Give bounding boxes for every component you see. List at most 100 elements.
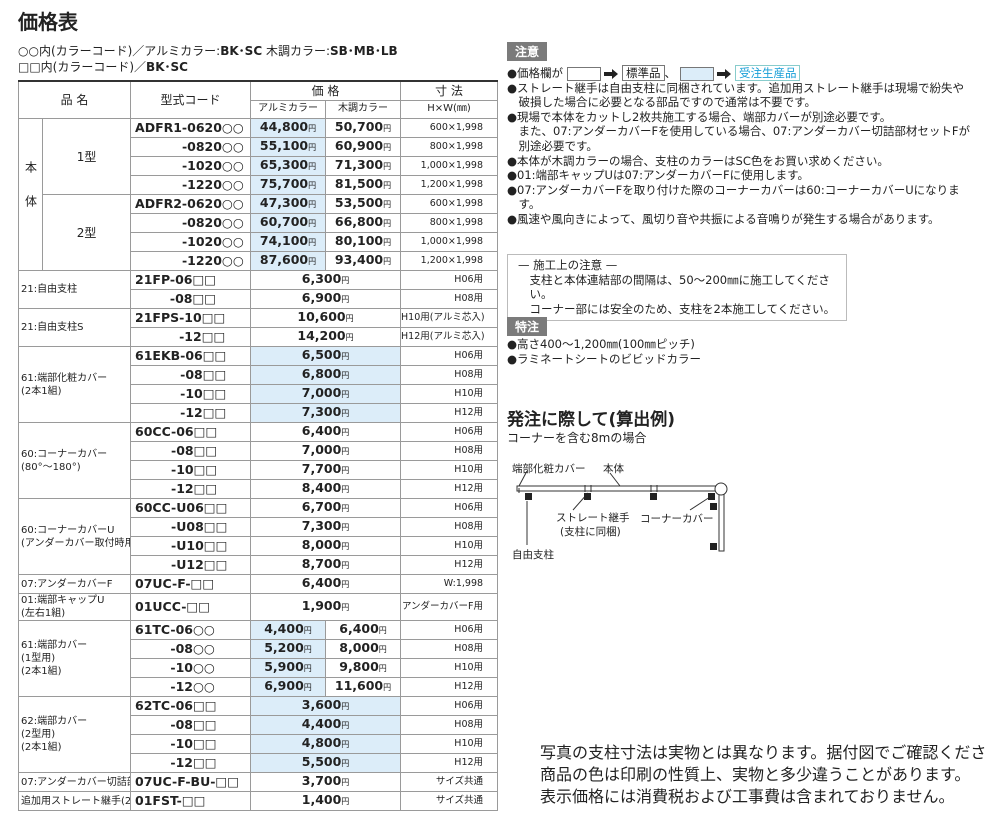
size-cell: H08用 — [400, 517, 499, 537]
size-cell: H10用 — [400, 734, 499, 754]
part-name-line: 07:アンダーカバー切詰部材セットF — [21, 776, 130, 788]
price-cell: 66,800円 — [325, 213, 402, 233]
price: 93,400円 — [334, 252, 392, 268]
size-cell: H12用 — [400, 677, 499, 697]
code-cell: -12□□ — [130, 753, 252, 773]
price: 7,300円 — [301, 518, 350, 534]
part-name-line: (80°〜180°) — [21, 461, 81, 473]
part-name: 21:自由支柱S — [17, 308, 132, 347]
price: 80,100円 — [334, 233, 392, 249]
size-cell: H06用 — [400, 270, 499, 290]
code-cell: -08□□ — [130, 441, 252, 461]
size-cell: H08用 — [400, 441, 499, 461]
part-name-line: (2本1組) — [21, 742, 62, 753]
note-item: ●現場で本体をカットし2枚共施工する場合、端部カバーが別途必要です。 — [507, 109, 892, 124]
model-code: ADFR1-0620○○ — [135, 120, 244, 135]
price: 6,500円 — [301, 347, 350, 363]
price: 5,900円 — [264, 659, 312, 675]
price-cell: 5,200円 — [250, 639, 327, 659]
price: 6,300円 — [301, 271, 350, 287]
price-cell: 74,100円 — [250, 232, 327, 252]
size-cell: サイズ共通 — [400, 772, 499, 792]
part-name: 07:アンダーカバーF — [17, 574, 132, 594]
example-diagram — [516, 470, 728, 552]
arrow — [604, 68, 619, 79]
price-cell: 4,400円 — [250, 715, 402, 735]
table-row: 60:コーナーカバーU (アンダーカバー取付時用) 60CC-U06□□ 6,700円… — [17, 498, 499, 575]
size-cell: サイズ共通 — [400, 791, 499, 811]
price-cell: 93,400円 — [325, 251, 402, 271]
code-cell: -0820○○ — [130, 213, 252, 233]
price-cell: 87,600円 — [250, 251, 327, 271]
price-cell: 14,200円 — [250, 327, 402, 347]
code-cell: -08○○ — [130, 639, 252, 659]
model-code: -U10□□ — [171, 538, 228, 553]
price: 60,700円 — [259, 214, 317, 230]
model-code: -1020○○ — [181, 158, 244, 173]
part-name-line: 21:自由支柱 — [21, 284, 78, 295]
price: 6,900円 — [264, 678, 312, 694]
note-item: ●風速や風向きによって、風切り音や共振による音鳴りが発生する場合があります。 — [507, 211, 940, 226]
model-code: -U12□□ — [171, 557, 228, 572]
footer-line: 商品の色は印刷の性質上、実物と多少違うことがあります。 — [540, 765, 971, 784]
price-cell: 47,300円 — [250, 194, 327, 214]
price-cell: 7,700円 — [250, 460, 402, 480]
price: 5,200円 — [264, 640, 312, 656]
note-items: ●ストレート継手は自由支柱に同梱されています。追加用ストレート継手は現場で紛失や… — [507, 81, 975, 227]
code-cell: -12□□ — [130, 403, 252, 423]
table-row: 62:端部カバー (2型用) (2本1組) 62TC-06□□ 3,600円 H06用 — [17, 696, 499, 773]
price-cell: 50,700円 — [325, 118, 402, 138]
price-cell: 7,000円 — [250, 441, 402, 461]
table-row: -10○○ 5,900円 9,800円 H10用 — [19, 658, 499, 678]
part-name: 07:アンダーカバー切詰部材セットF — [17, 772, 132, 792]
diagram-label: 本体 — [603, 463, 624, 475]
size-cell: H06用 — [400, 422, 499, 442]
legend-standard: 標準品 — [622, 65, 665, 81]
model-code: 07UC-F-BU-□□ — [135, 774, 240, 789]
code-cell: 61EKB-06□□ — [130, 346, 252, 366]
size-cell: H06用 — [400, 498, 499, 518]
model-code: 01UCC-□□ — [135, 599, 211, 614]
example-subtitle: コーナーを含む8mの場合 — [507, 431, 647, 445]
price: 6,400円 — [339, 621, 387, 637]
model-code: -10□□ — [180, 386, 227, 401]
part-name: 61:端部カバー (1型用) (2本1組) — [17, 620, 132, 697]
code-cell: 21FPS-10□□ — [130, 308, 252, 328]
type-name: 1型 — [41, 118, 132, 195]
size-cell: H10用 — [400, 658, 499, 678]
price: 60,900円 — [334, 138, 392, 154]
price: 65,300円 — [259, 157, 317, 173]
color-code-line: ○○内(カラーコード)／アルミカラー:BK･SC 木調カラー:SB･MB･LB — [18, 42, 398, 59]
title: 価格表 — [18, 10, 78, 34]
code-cell: 01UCC-□□ — [130, 593, 252, 621]
color-code-segment: BK･SC — [146, 60, 188, 74]
code-cell: -12○○ — [130, 677, 252, 697]
code-cell: 01FST-□□ — [130, 791, 252, 811]
table-row: -0820○○ 55,100円 60,900円 800×1,998 — [19, 137, 499, 157]
price: 8,700円 — [301, 556, 350, 572]
part-name-line: (アンダーカバー取付時用) — [21, 537, 131, 549]
price: 4,400円 — [264, 621, 312, 637]
price: 7,000円 — [301, 385, 350, 401]
table-row: -08□□ 7,000円 H08用 — [19, 441, 499, 461]
caution-line: 支柱と本体連結部の間隔は、50〜200㎜に施工してください。 — [529, 272, 830, 302]
price-cell: 8,700円 — [250, 555, 402, 575]
color-code-segment: SB･MB･LB — [330, 44, 398, 58]
table-row: 2型 ADFR2-0620○○ 47,300円 53,500円 600×1,998 — [19, 194, 499, 271]
price-cell: 5,500円 — [250, 753, 402, 773]
caution-title: — 施工上の注意 — — [518, 258, 618, 272]
price: 66,800円 — [334, 214, 392, 230]
price-cell: 10,600円 — [250, 308, 402, 328]
model-code: 21FP-06□□ — [135, 272, 217, 287]
model-code: 62TC-06□□ — [135, 698, 217, 713]
table-row: -08○○ 5,200円 8,000円 H08用 — [19, 639, 499, 659]
size-cell: W:1,998 — [400, 574, 499, 594]
price: 87,600円 — [259, 252, 317, 268]
footer-line: 表示価格には消費税および工事費は含まれておりません。 — [540, 787, 955, 806]
price-cell: 6,900円 — [250, 677, 327, 697]
price-cell: 8,400円 — [250, 479, 402, 499]
price: 71,300円 — [334, 157, 392, 173]
model-code: -12□□ — [179, 329, 226, 344]
footer-line: 写真の支柱寸法は実物とは異なります。据付図でご確認ください。 — [540, 743, 985, 762]
